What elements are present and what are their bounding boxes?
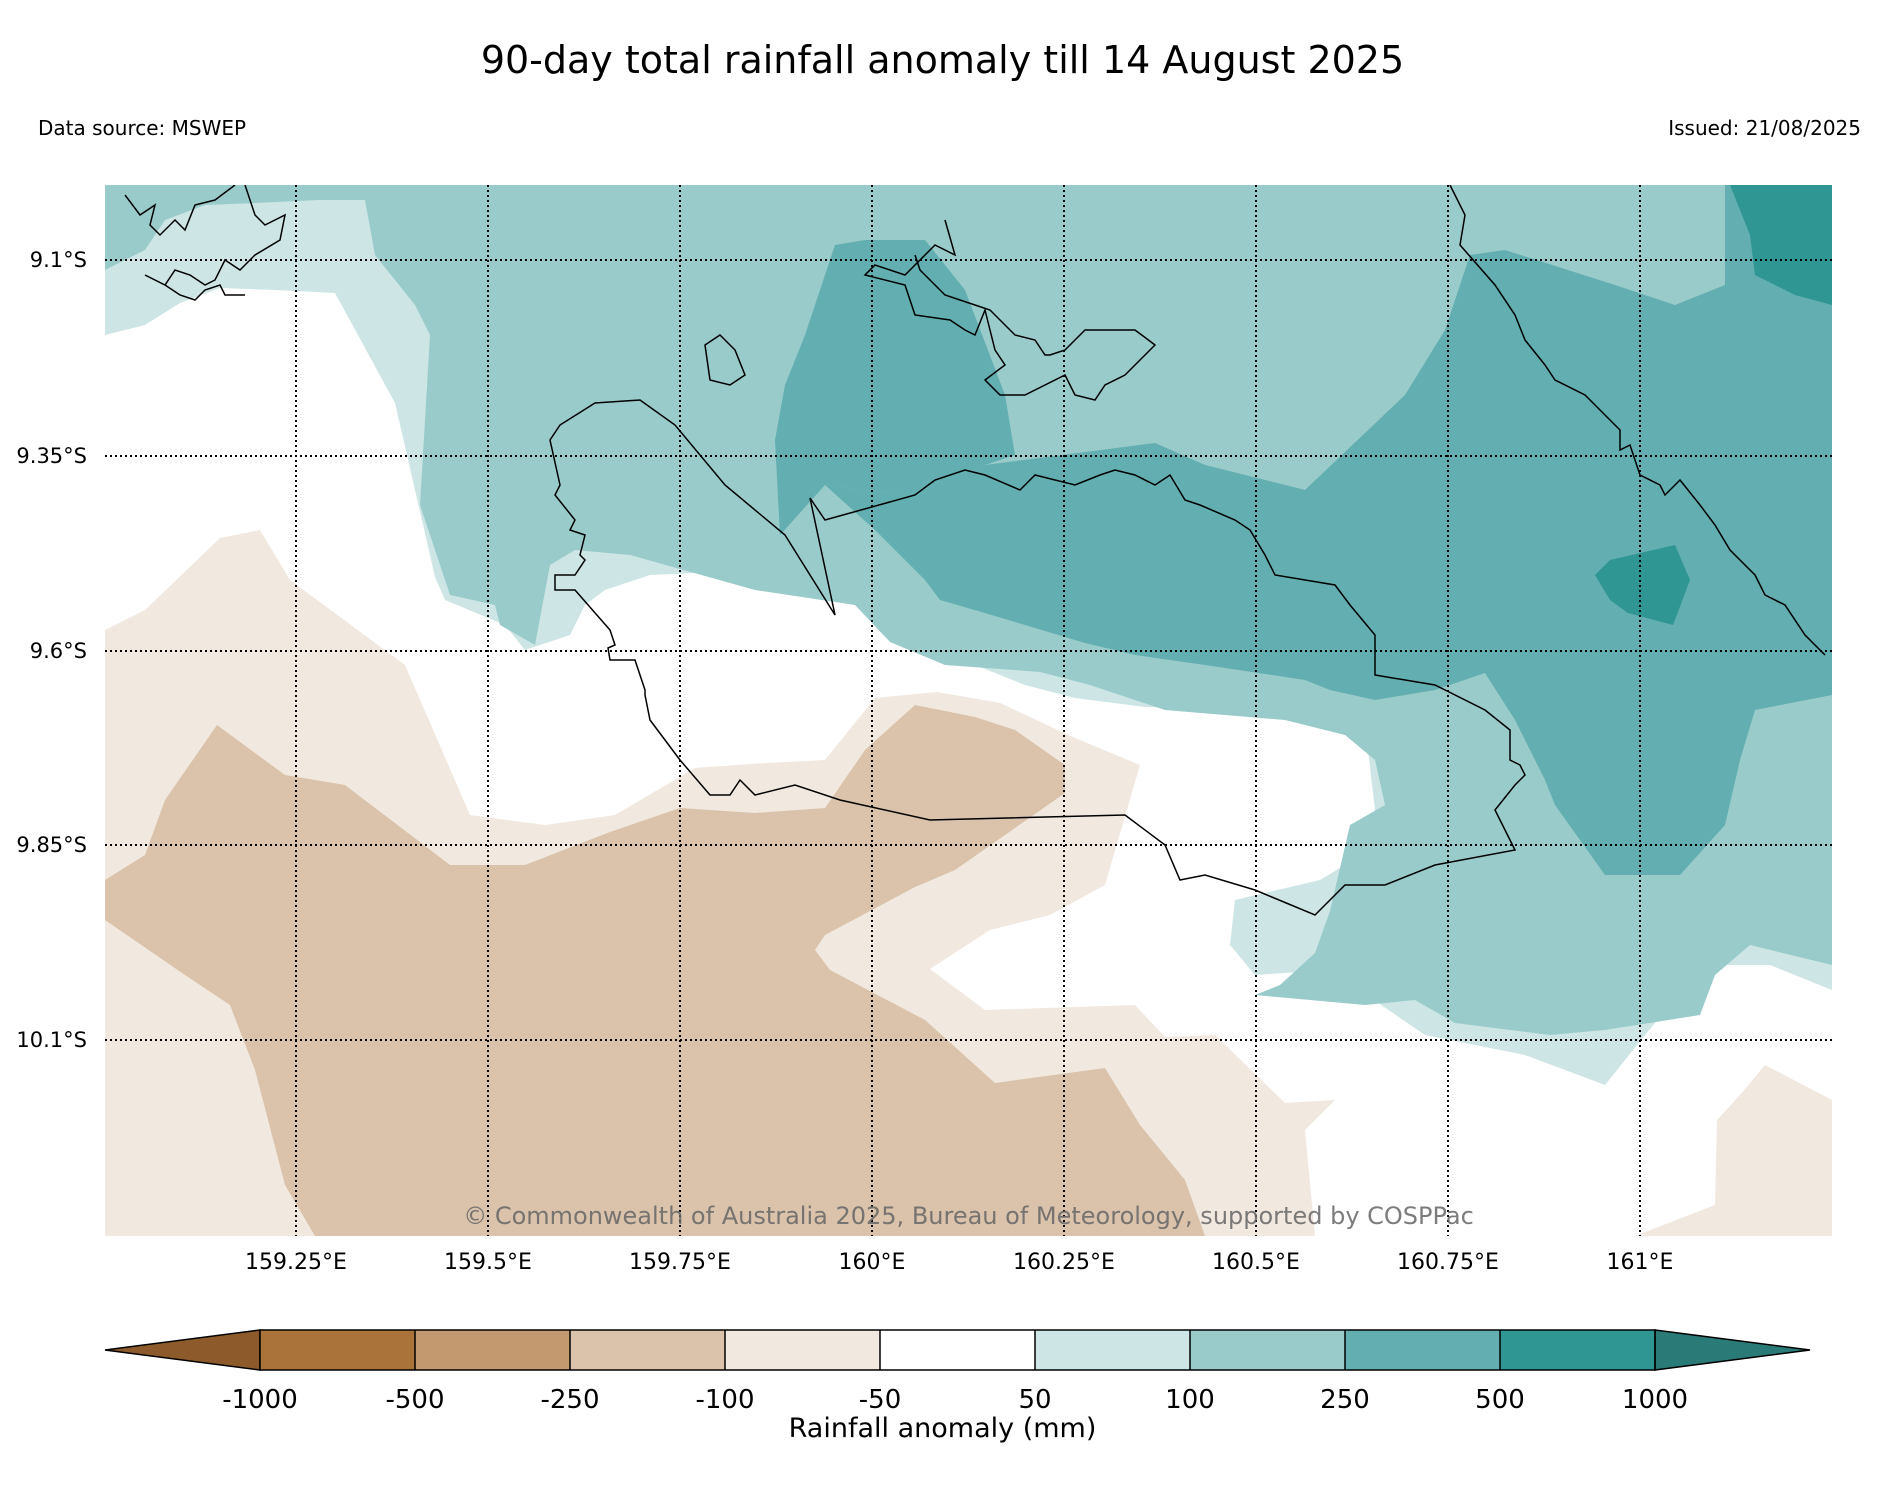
coastline-northwest-islands [124, 185, 287, 301]
colorbar-tick-minus-1000: -1000 [222, 1385, 298, 1415]
rainfall-anomaly-map: © Commonwealth of Australia 2025, Bureau… [105, 185, 1832, 1236]
copyright-notice: © Commonwealth of Australia 2025, Bureau… [463, 1202, 1474, 1230]
colorbar-bin-4 [725, 1330, 880, 1370]
colorbar-bin-8 [1345, 1330, 1500, 1370]
coastline-savo-island [704, 334, 746, 386]
colorbar-tick-minus-50: -50 [858, 1385, 902, 1415]
colorbar-tick-minus-100: -100 [695, 1385, 755, 1415]
colorbar-title: Rainfall anomaly (mm) [788, 1413, 1097, 1444]
colorbar-tick-500: 500 [1475, 1385, 1525, 1415]
colorbar-tick-1000: 1000 [1621, 1385, 1689, 1415]
colorbar-tick-250: 250 [1320, 1385, 1370, 1415]
colorbar-dividers [259, 1329, 1656, 1371]
lat-label-9-1: 9.1°S [29, 248, 87, 272]
lon-label-159-25: 159.25°E [245, 1250, 347, 1275]
region-mid-teal-northwest [775, 240, 1015, 535]
coastlines [124, 185, 1826, 916]
colorbar-bin-3 [570, 1330, 725, 1370]
lon-label-161: 161°E [1606, 1250, 1674, 1275]
colorbar [104, 1329, 1811, 1371]
issued-date-label: Issued: 21/08/2025 [1668, 116, 1861, 140]
lat-label-9-35: 9.35°S [16, 444, 87, 468]
coastline-malaita-west [1449, 185, 1826, 656]
lat-label-9-85: 9.85°S [16, 833, 87, 857]
data-source-label: Data source: MSWEP [38, 116, 247, 140]
colorbar-tick-50: 50 [1018, 1385, 1052, 1415]
colorbar-under-arrow [104, 1329, 261, 1371]
colorbar-bin-6 [1035, 1330, 1190, 1370]
region-light-brown-southeast [1635, 1065, 1832, 1236]
region-tan-southwest [105, 705, 1205, 1236]
colorbar-bin-7 [1190, 1330, 1345, 1370]
lat-label-10-1: 10.1°S [16, 1028, 87, 1052]
region-dark-teal-northeast [1730, 185, 1832, 305]
region-dark-teal-east [1595, 545, 1690, 625]
colorbar-over-arrow [1654, 1329, 1811, 1371]
map-canvas [105, 185, 1832, 1236]
lat-label-9-6: 9.6°S [29, 639, 87, 663]
colorbar-bin-5 [880, 1330, 1035, 1370]
colorbar-tick-minus-250: -250 [540, 1385, 600, 1415]
region-light-teal-main [105, 185, 1832, 1035]
colorbar-tick-100: 100 [1165, 1385, 1215, 1415]
colorbar-bin-2 [415, 1330, 570, 1370]
lon-label-159-75: 159.75°E [629, 1250, 731, 1275]
graticule [105, 185, 1832, 1236]
lon-label-160: 160°E [838, 1250, 906, 1275]
lon-label-160-5: 160.5°E [1212, 1250, 1300, 1275]
coastline-florida-islands [863, 219, 1157, 401]
wet-anomaly-regions [105, 185, 1832, 1085]
region-mid-teal-main [825, 185, 1832, 875]
lon-label-160-75: 160.75°E [1397, 1250, 1499, 1275]
colorbar-tick-minus-500: -500 [385, 1385, 445, 1415]
dry-anomaly-regions [105, 530, 1832, 1236]
colorbar-bin-9 [1500, 1330, 1655, 1370]
lon-label-160-25: 160.25°E [1013, 1250, 1115, 1275]
coastline-guadalcanal [549, 399, 1526, 916]
map-title: 90-day total rainfall anomaly till 14 Au… [480, 38, 1405, 82]
lon-label-159-5: 159.5°E [444, 1250, 532, 1275]
colorbar-bin-1 [260, 1330, 415, 1370]
